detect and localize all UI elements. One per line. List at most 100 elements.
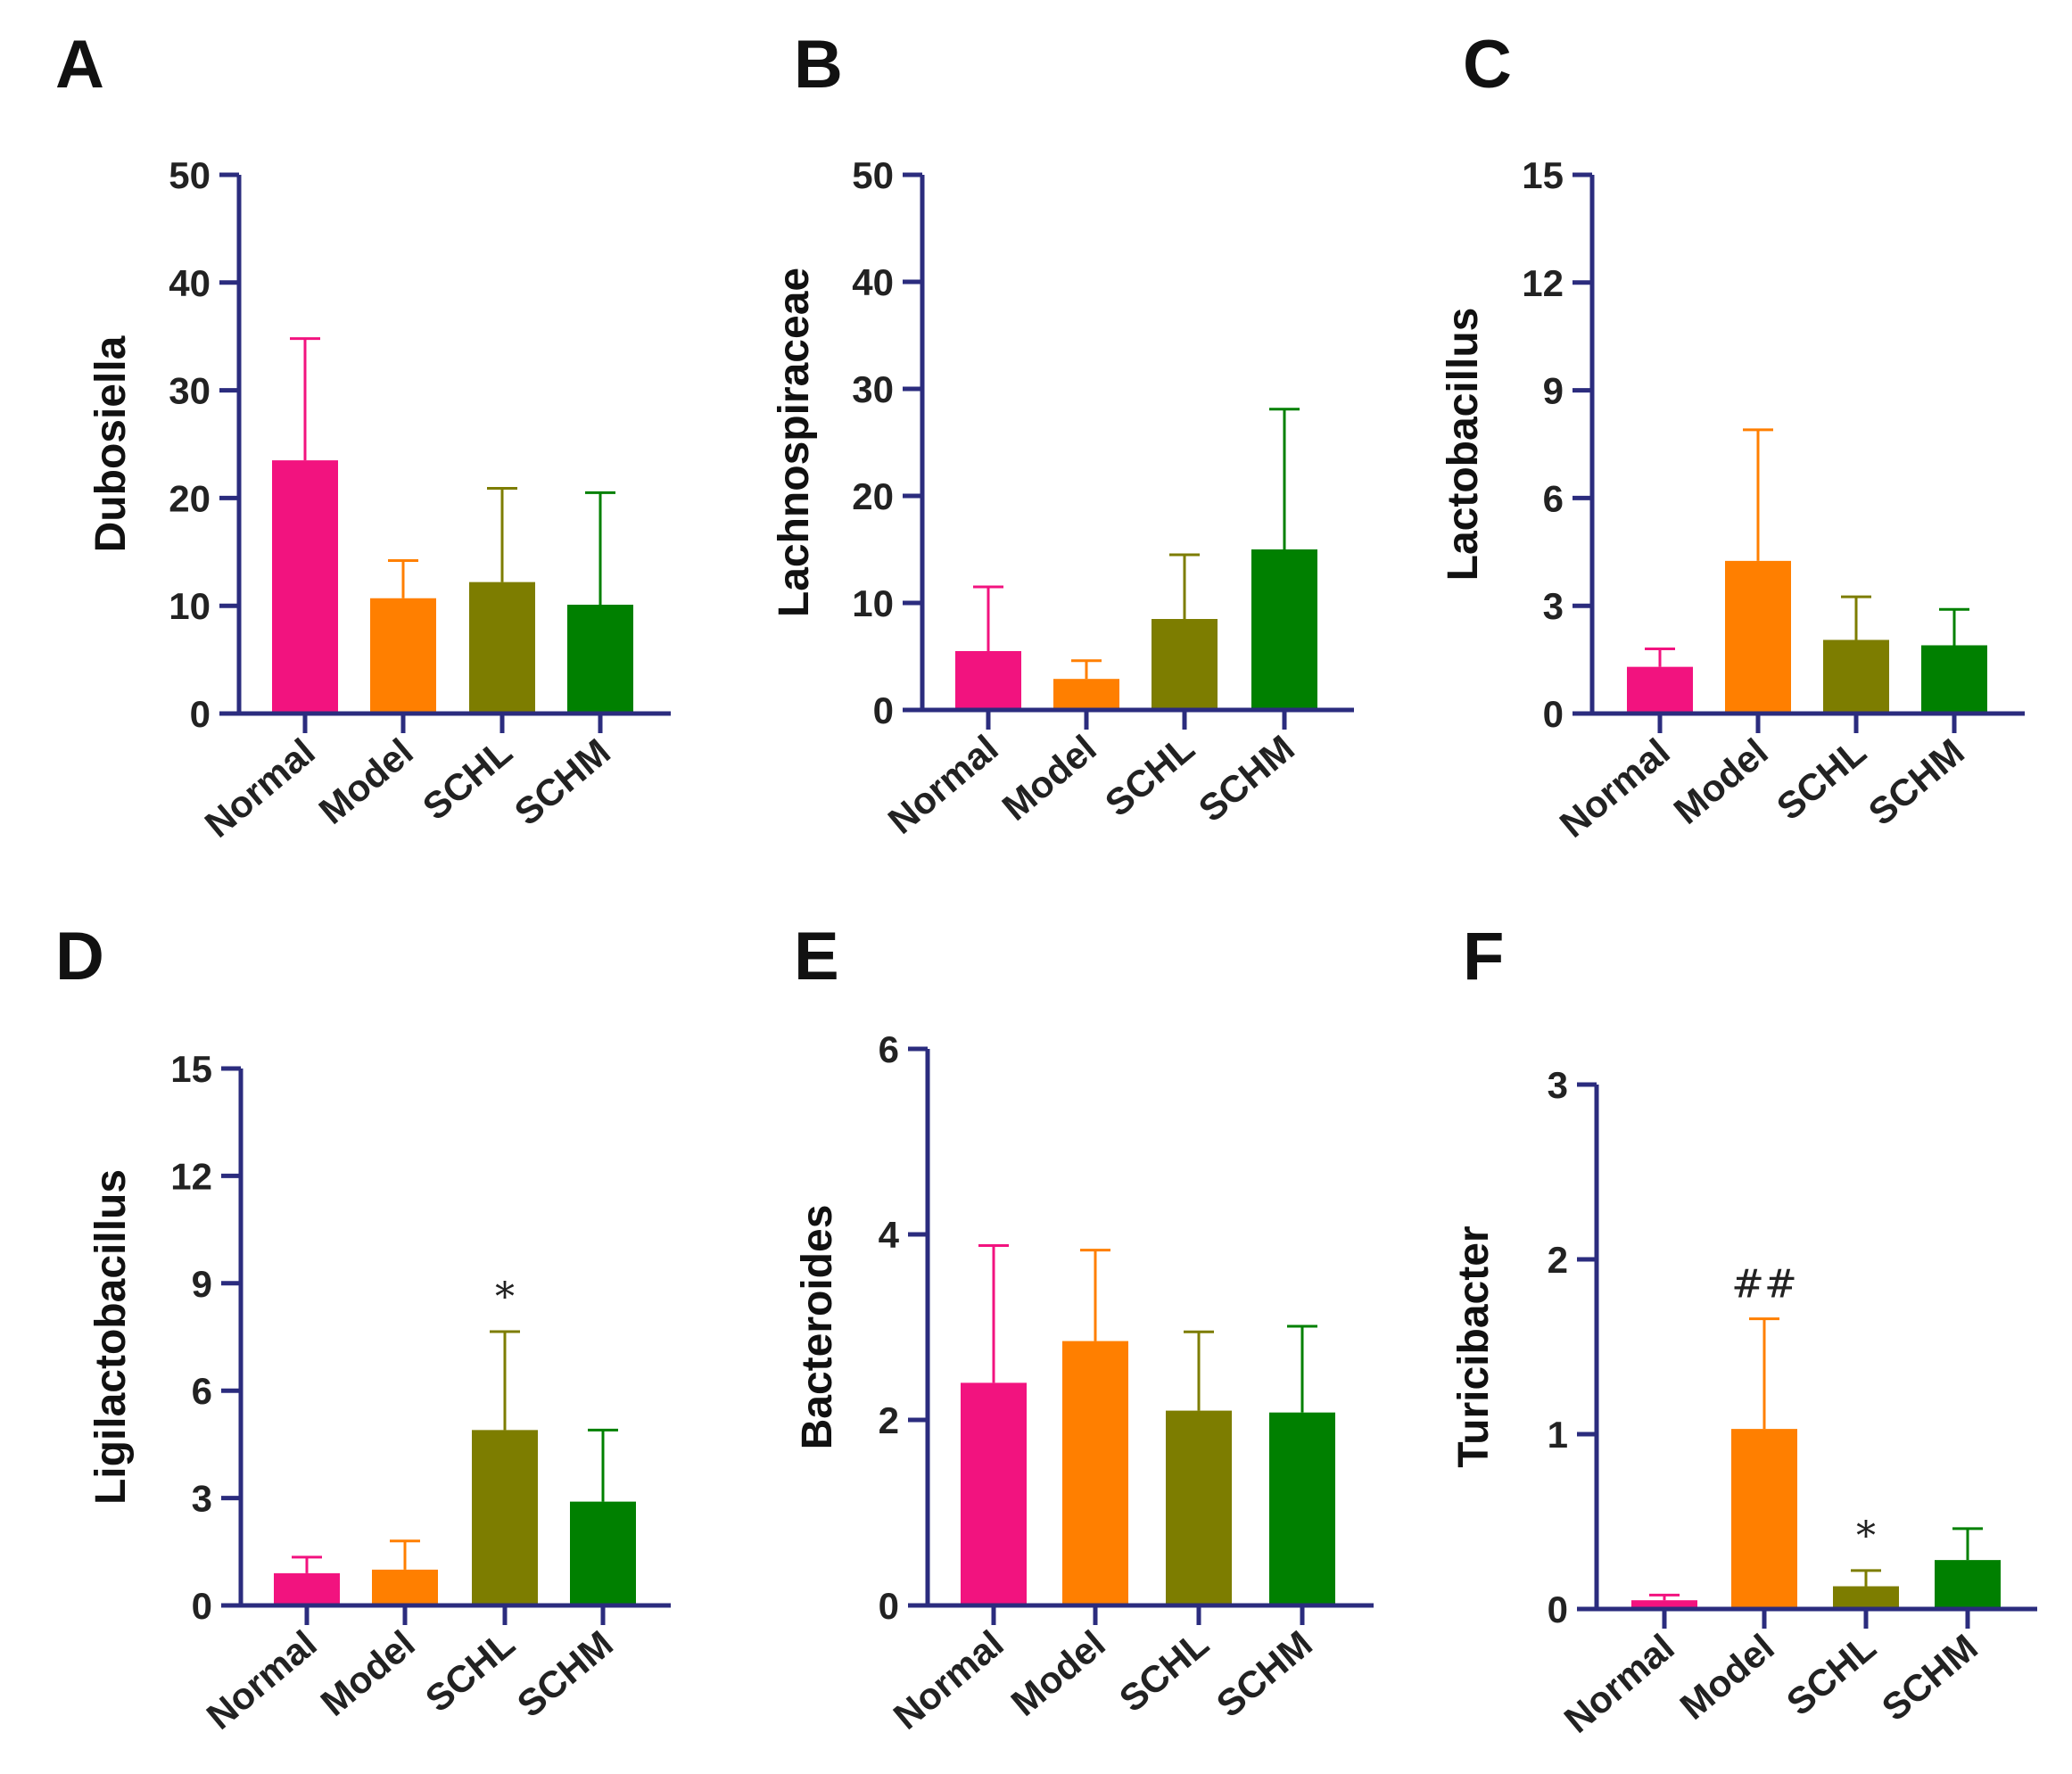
category-label-normal: Normal bbox=[886, 1622, 1011, 1737]
bar-schm bbox=[570, 1501, 636, 1605]
y-tick-label: 1 bbox=[1548, 1414, 1568, 1456]
bar-model bbox=[1053, 679, 1119, 710]
category-label-schl: SCHL bbox=[1779, 1626, 1884, 1724]
bar-model bbox=[372, 1569, 438, 1605]
bar-schl bbox=[469, 582, 535, 714]
bar-schm bbox=[1921, 645, 1987, 714]
y-tick-label: 0 bbox=[1543, 693, 1564, 735]
y-tick-label: 0 bbox=[879, 1585, 899, 1627]
y-tick-label: 10 bbox=[169, 585, 211, 627]
panel-letter: D bbox=[55, 919, 104, 994]
category-label-model: Model bbox=[311, 730, 421, 832]
y-tick-label: 15 bbox=[170, 1048, 212, 1090]
y-axis-label: Lactobacillus bbox=[1440, 308, 1487, 582]
panel-letter: C bbox=[1463, 27, 1512, 103]
y-tick-label: 30 bbox=[169, 370, 211, 412]
category-label-model: Model bbox=[1672, 1626, 1782, 1728]
y-tick-label: 4 bbox=[879, 1214, 900, 1256]
bar-schm bbox=[1269, 1412, 1335, 1605]
bar-schl bbox=[472, 1430, 538, 1605]
bar-schl bbox=[1833, 1586, 1899, 1609]
y-tick-label: 0 bbox=[873, 689, 894, 731]
panel-letter: F bbox=[1463, 919, 1504, 994]
bar-model bbox=[1725, 560, 1791, 714]
category-label-schl: SCHL bbox=[1769, 730, 1874, 829]
y-tick-label: 9 bbox=[192, 1263, 212, 1305]
panel-letter: E bbox=[794, 919, 839, 994]
bar-schl bbox=[1166, 1410, 1232, 1605]
significance-marker: ## bbox=[1731, 1262, 1797, 1308]
bar-schm bbox=[1251, 549, 1317, 710]
category-label-schm: SCHM bbox=[507, 730, 618, 833]
category-label-model: Model bbox=[1666, 730, 1776, 832]
y-axis-label: Ligilactobacillus bbox=[87, 1169, 135, 1505]
y-tick-label: 50 bbox=[852, 154, 894, 196]
panel-letter: A bbox=[55, 27, 104, 103]
category-label-schm: SCHM bbox=[1874, 1626, 1985, 1729]
category-label-schm: SCHM bbox=[509, 1622, 621, 1725]
category-label-schl: SCHL bbox=[1111, 1622, 1217, 1720]
category-label-schm: SCHM bbox=[1209, 1622, 1320, 1725]
y-tick-label: 15 bbox=[1522, 154, 1564, 196]
significance-marker: * bbox=[495, 1275, 515, 1320]
category-label-schl: SCHL bbox=[415, 730, 520, 829]
category-label-schm: SCHM bbox=[1191, 727, 1302, 829]
category-label-normal: Normal bbox=[880, 727, 1006, 842]
category-label-model: Model bbox=[1003, 1622, 1113, 1724]
bar-normal bbox=[961, 1382, 1027, 1605]
y-tick-label: 20 bbox=[169, 477, 211, 519]
y-axis-label: Lachnospiraceae bbox=[771, 268, 818, 617]
bar-model bbox=[1731, 1429, 1797, 1609]
bar-normal bbox=[1631, 1600, 1697, 1609]
y-tick-label: 3 bbox=[1548, 1064, 1568, 1106]
y-tick-label: 2 bbox=[1548, 1239, 1568, 1281]
y-tick-label: 40 bbox=[169, 262, 211, 304]
bar-normal bbox=[272, 460, 338, 714]
y-tick-label: 12 bbox=[1522, 262, 1564, 304]
y-tick-label: 6 bbox=[1543, 477, 1564, 519]
category-label-model: Model bbox=[313, 1622, 423, 1724]
y-tick-label: 50 bbox=[169, 154, 211, 196]
y-tick-label: 0 bbox=[190, 693, 211, 735]
y-tick-label: 3 bbox=[192, 1478, 212, 1520]
y-tick-label: 30 bbox=[852, 368, 894, 410]
category-label-model: Model bbox=[995, 727, 1104, 829]
y-tick-label: 3 bbox=[1543, 585, 1564, 627]
category-label-normal: Normal bbox=[197, 730, 323, 846]
panel-letter: B bbox=[794, 27, 843, 103]
y-tick-label: 20 bbox=[852, 475, 894, 517]
bar-schl bbox=[1823, 639, 1889, 714]
category-label-schm: SCHM bbox=[1861, 730, 1972, 833]
y-tick-label: 0 bbox=[192, 1585, 212, 1627]
bar-schl bbox=[1152, 619, 1218, 710]
category-label-schl: SCHL bbox=[1097, 727, 1202, 825]
significance-marker: * bbox=[1856, 1514, 1876, 1559]
category-label-normal: Normal bbox=[199, 1622, 325, 1737]
y-tick-label: 40 bbox=[852, 261, 894, 303]
y-tick-label: 10 bbox=[852, 582, 894, 624]
y-axis-label: Turicibacter bbox=[1450, 1225, 1498, 1467]
y-axis-label: Dubosiella bbox=[87, 335, 135, 552]
bar-normal bbox=[1627, 666, 1693, 714]
y-tick-label: 9 bbox=[1543, 370, 1564, 412]
category-label-normal: Normal bbox=[1552, 730, 1678, 846]
category-label-schl: SCHL bbox=[417, 1622, 523, 1720]
bar-model bbox=[1062, 1341, 1128, 1605]
category-label-normal: Normal bbox=[1556, 1626, 1682, 1741]
y-tick-label: 12 bbox=[170, 1155, 212, 1197]
y-tick-label: 6 bbox=[879, 1028, 899, 1070]
bar-normal bbox=[274, 1572, 340, 1605]
y-tick-label: 0 bbox=[1548, 1588, 1568, 1630]
y-tick-label: 2 bbox=[879, 1399, 899, 1441]
bar-schm bbox=[567, 604, 633, 714]
y-tick-label: 6 bbox=[192, 1370, 212, 1412]
y-axis-label: Bacteroides bbox=[794, 1205, 841, 1450]
bar-schm bbox=[1935, 1560, 2001, 1609]
